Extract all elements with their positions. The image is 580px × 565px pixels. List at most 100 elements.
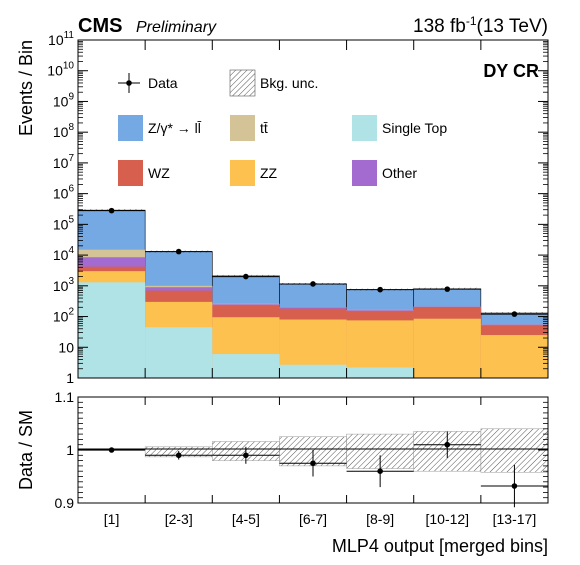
x-category-label-6: [13-17]: [493, 511, 537, 527]
lumi-value: 138 fb: [413, 16, 466, 37]
stack-bar-singletop-0: [78, 282, 146, 378]
lumi-exponent: -1: [466, 14, 477, 28]
legend: Data Bkg. unc. Z/γ* → ll̄ tt̄ Single Top WZ ZZ…: [118, 69, 447, 186]
ratio-point-4: [377, 468, 383, 475]
legend-swatch-dy: [118, 115, 143, 141]
main-ytick-exp-8: 8: [68, 122, 74, 133]
main-ytick-exp-11: 11: [64, 30, 75, 41]
x-category-label-2: [4-5]: [232, 511, 260, 527]
x-category-label-5: [10-12]: [425, 511, 469, 527]
main-ytick-base-8: 10: [53, 124, 69, 140]
main-x-ticks: [77, 40, 549, 378]
legend-label-singletop: Single Top: [382, 120, 447, 136]
main-ytick-exp-4: 4: [68, 245, 74, 256]
legend-label-wz: WZ: [148, 165, 170, 181]
main-ytick-exp-3: 3: [68, 276, 74, 287]
ratio-plot: 0.911.1 [1] [2-3] [4-5] [6-7] [8-9] [10-12] [1…: [16, 389, 549, 556]
legend-swatch-tt: [230, 115, 255, 141]
stack-bar-singletop-2: [212, 354, 280, 378]
main-ytick-exp-7: 7: [68, 153, 74, 164]
legend-swatch-wz: [118, 160, 143, 186]
stack-bar-singletop-3: [279, 364, 347, 378]
x-category-label-1: [2-3]: [165, 511, 193, 527]
main-ytick-base-9: 10: [53, 93, 69, 109]
main-ytick-label-6: 106: [53, 184, 75, 202]
stack-bar-singletop-4: [346, 367, 414, 378]
legend-swatch-other: [352, 160, 377, 186]
stack-bar-zz-6: [480, 335, 548, 378]
x-axis-label: MLP4 output [merged bins]: [332, 536, 548, 556]
stack-bar-singletop-1: [145, 327, 213, 378]
main-plot-frame: [77, 39, 549, 379]
main-ytick-label-4: 104: [53, 245, 75, 263]
main-ytick-label-7: 107: [53, 153, 75, 171]
legend-swatch-singletop: [352, 115, 377, 141]
experiment-label: CMS: [78, 15, 122, 37]
data-point-0: [108, 207, 115, 214]
data-point-3: [310, 281, 316, 287]
main-ytick-label-2: 102: [53, 307, 75, 325]
main-ytick-label-10: 1010: [47, 61, 74, 79]
data-point-4: [377, 286, 383, 293]
main-ytick-label-11: 1011: [48, 30, 74, 48]
ratio-ytick-label-2: 1.1: [55, 389, 75, 405]
legend-label-tt: tt̄: [260, 120, 268, 136]
main-ytick-base-2: 10: [53, 309, 69, 325]
ratio-point-2: [243, 452, 249, 459]
main-ytick-base-3: 10: [53, 278, 69, 294]
status-label: Preliminary: [136, 19, 217, 36]
main-y-axis-label: Events / Bin: [16, 40, 36, 136]
main-ytick-exp-9: 9: [68, 91, 74, 102]
data-point-5: [444, 286, 451, 292]
data-point-2: [243, 273, 249, 280]
lumi-label: 138 fb-1(13 TeV): [413, 14, 548, 37]
ratio-ytick-label-0: 0.9: [55, 495, 75, 511]
legend-label-unc: Bkg. unc.: [260, 75, 318, 91]
main-ytick-base-7: 10: [53, 155, 69, 171]
data-points-layer: [78, 207, 548, 317]
legend-label-other: Other: [382, 165, 417, 181]
legend-label-zz: ZZ: [260, 165, 278, 181]
legend-label-dy: Z/γ* → ll̄: [148, 120, 201, 136]
ratio-point-6: [511, 483, 518, 489]
main-ytick-base-11: 10: [48, 32, 64, 48]
x-category-label-0: [1]: [104, 511, 120, 527]
ratio-y-axis-label: Data / SM: [16, 410, 36, 490]
ratio-points-layer: [78, 431, 548, 508]
ratio-ytick-label-1: 1: [66, 442, 74, 458]
x-category-labels: [1] [2-3] [4-5] [6-7] [8-9] [10-12] [13-17]: [104, 511, 536, 527]
main-ytick-label-9: 109: [53, 91, 75, 109]
main-ytick-label-5: 105: [53, 214, 75, 232]
stack-layer: [77, 209, 549, 379]
main-ytick-exp-10: 10: [63, 61, 75, 72]
main-ytick-base-4: 10: [53, 247, 69, 263]
stack-bar-zz-5: [413, 318, 481, 378]
ratio-point-1: [175, 452, 182, 459]
main-ytick-exp-2: 2: [68, 307, 74, 318]
data-point-6: [511, 311, 518, 317]
main-ytick-label-8: 108: [53, 122, 75, 140]
legend-label-data: Data: [148, 75, 178, 91]
x-category-label-3: [6-7]: [299, 511, 327, 527]
main-ytick-label-1: 10: [58, 339, 74, 355]
ratio-x-ticks: [77, 397, 549, 503]
legend-swatch-zz: [230, 160, 255, 186]
energy-label: (13 TeV): [477, 16, 548, 37]
ratio-y-ticks: 0.9 1 1.1: [55, 389, 548, 511]
header: CMS Preliminary 138 fb-1(13 TeV): [78, 14, 548, 37]
region-label: DY CR: [483, 61, 539, 81]
main-ytick-label-0: 1: [66, 370, 74, 386]
main-ytick-label-3: 103: [53, 276, 75, 294]
legend-marker-data: [126, 80, 132, 86]
main-ytick-exp-6: 6: [68, 184, 74, 195]
main-ytick-base-10: 10: [47, 63, 63, 79]
ratio-point-5: [444, 441, 451, 448]
data-point-1: [175, 248, 182, 255]
legend-swatch-unc: [229, 69, 256, 97]
ratio-point-0: [108, 447, 115, 453]
ratio-point-3: [310, 460, 316, 467]
main-ytick-base-5: 10: [53, 216, 69, 232]
